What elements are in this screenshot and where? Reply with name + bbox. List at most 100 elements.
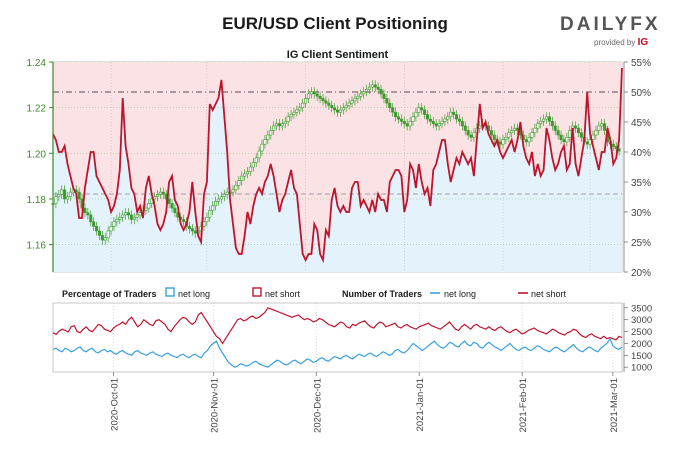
candle-body <box>60 189 64 195</box>
candle-body <box>501 139 505 145</box>
price-tick-label: 1.16 <box>27 241 47 252</box>
candle-body <box>208 210 212 218</box>
candle-body <box>472 132 476 138</box>
candle-body <box>248 166 252 172</box>
candle-body <box>283 121 287 124</box>
candle-body <box>425 114 429 120</box>
legend-pct-long-box <box>165 287 175 297</box>
price-tick-label: 1.24 <box>27 58 47 69</box>
candle-body <box>533 127 537 134</box>
candle-body <box>289 114 293 118</box>
traders-tick-label: 3500 <box>631 303 652 314</box>
candle-body <box>266 134 270 140</box>
traders-tick-label: 1500 <box>631 351 652 362</box>
candle-body <box>115 219 119 223</box>
candle-body <box>304 98 308 104</box>
candle-body <box>298 107 302 111</box>
logo-text: DAILYFX <box>560 14 661 35</box>
candle-body <box>498 141 502 145</box>
candle-body <box>382 93 386 99</box>
candle-body <box>344 105 348 108</box>
candle-body <box>103 237 107 241</box>
percent-tick-label: 35% <box>631 178 651 189</box>
candle-body <box>214 200 218 207</box>
candle-body <box>132 216 136 220</box>
price-tick-label: 1.18 <box>27 195 47 206</box>
candle-body <box>263 139 267 145</box>
candle-body <box>89 214 93 223</box>
traders-tick-label: 1000 <box>631 363 652 374</box>
candle-body <box>414 111 418 118</box>
candle-body <box>370 84 374 88</box>
candle-body <box>324 100 328 104</box>
candle-body <box>568 130 572 138</box>
candle-body <box>106 230 110 239</box>
percent-tick-label: 40% <box>631 148 651 159</box>
candle-body <box>466 130 470 136</box>
candle-body <box>376 86 380 90</box>
legend-pct-long-label: net long <box>178 289 210 299</box>
candle-body <box>460 121 464 127</box>
candle-body <box>312 91 316 95</box>
traders-plot-area <box>52 302 623 373</box>
candle-body <box>594 130 598 136</box>
candle-body <box>315 93 319 97</box>
candle-body <box>539 121 543 124</box>
candle-body <box>187 226 191 229</box>
candle-body <box>243 173 247 177</box>
candle-body <box>446 116 450 120</box>
candle-body <box>489 130 493 136</box>
legend-percentage-title: Percentage of Traders <box>62 289 157 299</box>
percent-tick-label: 45% <box>631 118 651 129</box>
candle-body <box>68 191 72 197</box>
candle-body <box>455 114 459 120</box>
candle-body <box>356 95 360 99</box>
x-tick-label: 2021-Mar-01 <box>609 378 620 432</box>
candle-body <box>411 116 415 122</box>
candle-body <box>437 123 441 127</box>
net-long-area <box>53 68 622 272</box>
candle-body <box>367 86 371 90</box>
candle-body <box>545 116 549 120</box>
candle-body <box>550 121 554 127</box>
candle-body <box>327 102 331 106</box>
candle-body <box>530 132 534 138</box>
candle-body <box>478 125 482 129</box>
candle-body <box>269 130 273 136</box>
candle-body <box>600 123 604 127</box>
percent-tick-label: 25% <box>631 238 651 249</box>
candle-body <box>292 111 296 115</box>
percent-tick-label: 20% <box>631 268 651 279</box>
legend-num-long-label: net long <box>444 289 476 299</box>
logo-subtitle: provided by IG <box>594 37 670 48</box>
candle-body <box>237 180 241 186</box>
candle-body <box>147 203 151 209</box>
chart-title: EUR/USD Client Positioning <box>222 14 448 33</box>
candle-body <box>234 184 238 191</box>
candle-body <box>513 127 517 131</box>
candle-body <box>335 109 339 113</box>
candle-body <box>124 212 128 216</box>
traders-tick-label: 2500 <box>631 327 652 338</box>
percent-tick-label: 50% <box>631 88 651 99</box>
candle-body <box>597 125 601 131</box>
candle-body <box>135 214 139 218</box>
candle-body <box>118 216 122 220</box>
legend-pct-short-label: net short <box>265 289 301 299</box>
candle-body <box>100 235 104 241</box>
candle-body <box>399 118 403 122</box>
candle-body <box>182 219 186 223</box>
candle-body <box>144 207 148 211</box>
candle-body <box>510 130 514 134</box>
traders-net-long-line <box>52 337 623 368</box>
candle-body <box>405 123 409 127</box>
candle-body <box>492 134 496 140</box>
candle-body <box>585 141 589 145</box>
candle-body <box>190 228 194 232</box>
candle-body <box>524 139 528 143</box>
candle-body <box>553 125 557 131</box>
price-tick-label: 1.20 <box>27 149 47 160</box>
candle-body <box>603 123 607 131</box>
net-short-line <box>52 67 623 264</box>
candle-body <box>57 194 61 197</box>
